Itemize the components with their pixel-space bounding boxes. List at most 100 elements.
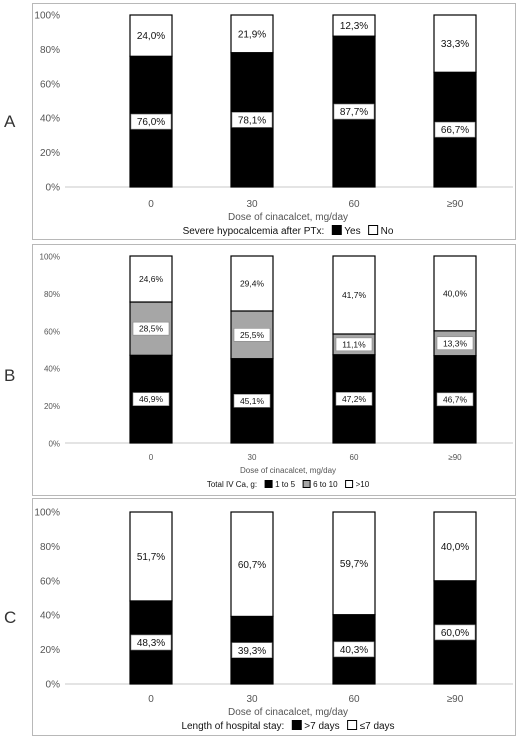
chart-b: 0% 20% 40% 60% 80% 100% 46,9% 28,5% 24,6% 0 45,1% 2… <box>40 253 513 489</box>
y-tick-label: 40% <box>44 365 60 374</box>
legend-label: >10 <box>356 480 370 489</box>
data-label: 21,9% <box>238 29 266 40</box>
x-axis-title: Dose of cinacalcet, mg/day <box>228 212 348 223</box>
x-tick-label: 60 <box>348 199 360 210</box>
x-tick-label: ≥90 <box>448 453 462 462</box>
data-label-box <box>336 288 372 302</box>
legend-title: Total IV Ca, g: <box>207 480 257 489</box>
data-label-box <box>131 548 171 564</box>
data-label: 24,0% <box>137 31 165 42</box>
data-label: 76,0% <box>137 117 165 128</box>
data-label-box <box>132 392 170 406</box>
data-label: 59,7% <box>340 559 368 570</box>
panel-label-b: B <box>4 366 16 385</box>
y-tick-label: 0% <box>46 680 61 691</box>
data-label-box <box>436 392 474 407</box>
data-label: 46,7% <box>443 394 468 404</box>
y-tick-label: 60% <box>40 79 60 90</box>
legend-label: 1 to 5 <box>275 480 296 489</box>
data-label-box <box>133 272 169 286</box>
data-label: 48,3% <box>137 638 165 649</box>
y-tick-label: 40% <box>40 611 60 622</box>
chart-c: 0% 20% 40% 60% 80% 100% 48,3% 51,7% 0 39,3% 60,7% 3… <box>34 508 513 732</box>
data-label: 66,7% <box>441 125 469 136</box>
y-tick-label: 0% <box>48 440 60 449</box>
y-tick-label: 60% <box>44 327 60 336</box>
legend-title: Length of hospital stay: <box>181 721 284 732</box>
data-label: 60,0% <box>441 628 469 639</box>
data-label-box <box>436 336 474 351</box>
data-label: 12,3% <box>340 21 368 32</box>
data-label: 13,3% <box>443 338 468 348</box>
data-label: 46,9% <box>139 394 164 404</box>
data-label-box <box>231 112 273 128</box>
chart-panel-b: 0% 20% 40% 60% 80% 100% 46,9% 28,5% 24,6% 0 45,1% 2… <box>32 244 516 496</box>
data-label: 87,7% <box>340 107 368 118</box>
data-label-box <box>130 113 172 130</box>
chart-a: 0% 20% 40% 60% 80% 100% 76,0% 24,0% 0 78,1% 21,9% 3… <box>34 11 513 237</box>
chart-panel-c: 0% 20% 40% 60% 80% 100% 48,3% 51,7% 0 39,3% 60,7% 3… <box>32 498 516 736</box>
data-label: 33,3% <box>441 39 469 50</box>
legend-swatch <box>368 225 379 235</box>
data-label: 29,4% <box>240 279 265 289</box>
x-tick-label: ≥90 <box>447 694 464 705</box>
data-label-box <box>131 28 171 44</box>
data-label-box <box>233 328 271 342</box>
x-tick-label: 0 <box>148 694 154 705</box>
data-label: 40,3% <box>340 645 368 656</box>
legend: Total IV Ca, g: 1 to 5 6 to 10 >10 <box>207 480 370 489</box>
x-tick-label: 30 <box>246 199 258 210</box>
data-label-box <box>232 26 272 42</box>
data-label: 25,5% <box>240 330 265 340</box>
data-label-box <box>132 321 170 336</box>
legend-label: No <box>381 226 394 237</box>
data-label-box <box>231 642 273 659</box>
data-label: 47,2% <box>342 394 367 404</box>
y-tick-label: 20% <box>40 148 60 159</box>
y-tick-label: 80% <box>40 45 60 56</box>
data-label-box <box>130 634 172 651</box>
panel-label-a: A <box>4 112 16 131</box>
chart-panel-a: 0% 20% 40% 60% 80% 100% 76,0% 24,0% 0 78,1% 21,9% 3… <box>32 3 516 240</box>
legend-label: >7 days <box>304 721 339 732</box>
x-tick-label: ≥90 <box>447 199 464 210</box>
legend-swatch <box>345 480 354 488</box>
x-tick-label: 30 <box>248 453 257 462</box>
data-label-box <box>335 337 373 352</box>
legend-label: 6 to 10 <box>313 480 338 489</box>
data-label-box <box>333 103 375 120</box>
x-tick-label: 30 <box>246 694 258 705</box>
data-label-box <box>334 555 374 571</box>
legend-swatch <box>331 225 342 235</box>
data-label: 41,7% <box>342 290 367 300</box>
data-label-box <box>234 276 270 290</box>
x-tick-label: 0 <box>148 199 154 210</box>
x-tick-label: 0 <box>149 453 154 462</box>
y-tick-label: 40% <box>40 114 60 125</box>
data-label-box <box>233 394 271 408</box>
legend-swatch <box>291 720 302 730</box>
y-tick-label: 100% <box>34 11 60 22</box>
y-tick-label: 60% <box>40 576 60 587</box>
data-label-box <box>435 538 475 554</box>
x-tick-label: 60 <box>348 694 360 705</box>
data-label: 40,0% <box>443 288 468 298</box>
legend-title: Severe hypocalcemia after PTx: <box>183 226 325 237</box>
legend-swatch <box>347 720 358 730</box>
legend: Severe hypocalcemia after PTx: Yes No <box>183 225 394 237</box>
data-label: 45,1% <box>240 396 265 406</box>
x-tick-label: 60 <box>350 453 359 462</box>
data-label-box <box>434 624 476 641</box>
x-axis-title: Dose of cinacalcet, mg/day <box>228 707 348 718</box>
data-label-box <box>232 556 272 572</box>
legend-label: Yes <box>344 226 360 237</box>
legend-label: ≤7 days <box>360 721 395 732</box>
data-label: 51,7% <box>137 552 165 563</box>
data-label-box <box>434 121 476 138</box>
data-label-box <box>437 286 473 300</box>
y-tick-label: 20% <box>40 645 60 656</box>
y-tick-label: 80% <box>44 290 60 299</box>
x-axis-title: Dose of cinacalcet, mg/day <box>240 466 336 475</box>
data-label: 39,3% <box>238 646 266 657</box>
data-label-box <box>435 36 475 52</box>
